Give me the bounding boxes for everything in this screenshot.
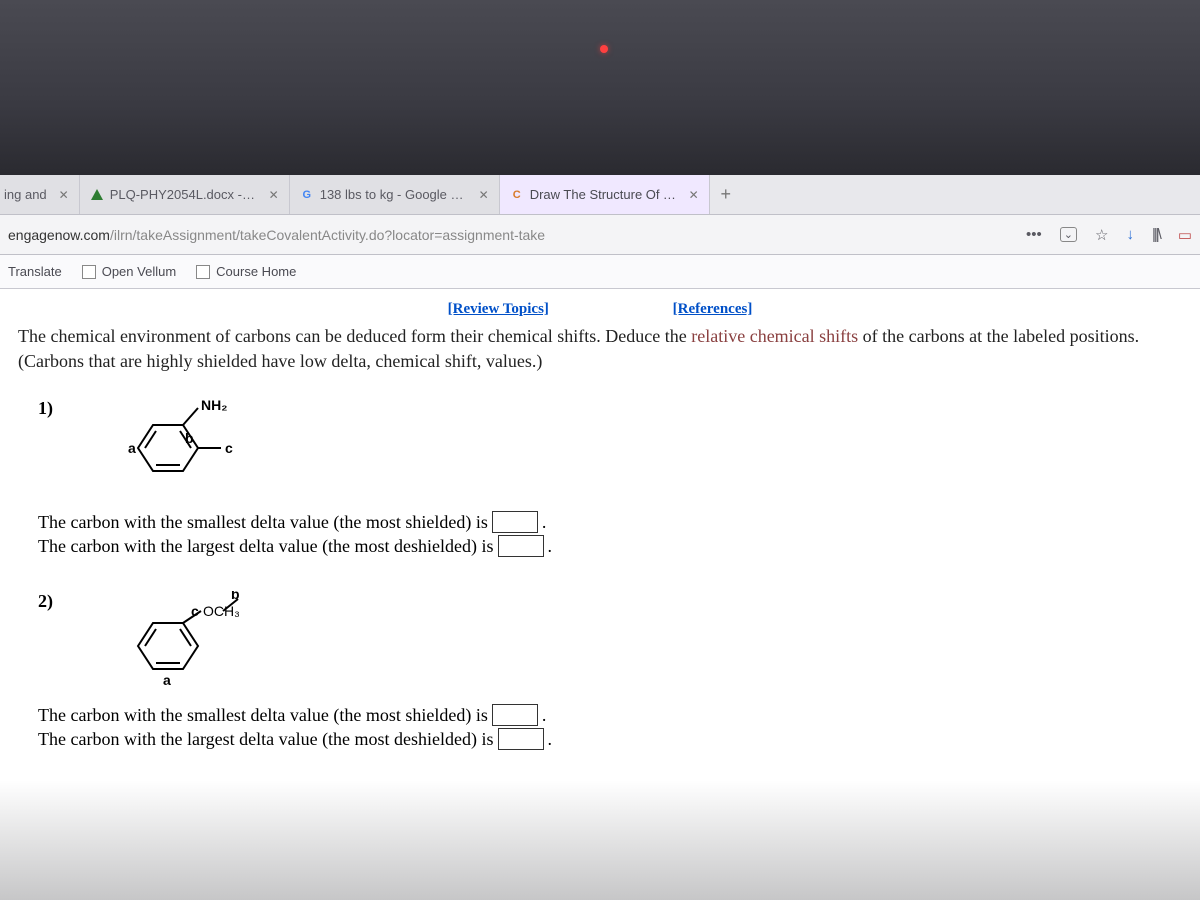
label-b: b (231, 591, 240, 602)
bookmark-label: Translate (8, 264, 62, 279)
page-content: [Review Topics] [References] The chemica… (0, 289, 1200, 909)
label-c: c (191, 603, 199, 619)
tab-label: ing and (4, 187, 47, 202)
downloads-icon[interactable]: ↓ (1126, 226, 1134, 243)
new-tab-button[interactable]: + (710, 175, 742, 214)
substituent: OCH₃ (203, 603, 240, 619)
structure-2: a b c OCH₃ (103, 591, 323, 686)
label-a: a (128, 440, 136, 456)
answer-input-smallest-2[interactable] (492, 704, 538, 726)
tab-4-active[interactable]: C Draw The Structure Of The C ✕ (500, 175, 710, 214)
tab-label: 138 lbs to kg - Google Searc (320, 187, 467, 202)
bookmark-translate[interactable]: Translate (8, 264, 62, 279)
answer-input-largest-2[interactable] (498, 728, 544, 750)
problem-2: 2) a b c OCH₃ (38, 591, 1182, 750)
camera-led (600, 45, 608, 53)
bookmark-label: Open Vellum (102, 264, 176, 279)
bookmark-star-icon[interactable]: ☆ (1095, 226, 1108, 244)
page-icon (82, 265, 96, 279)
pocket-icon[interactable]: ⌄ (1060, 227, 1077, 242)
references-link[interactable]: [References] (673, 301, 753, 317)
tab-strip: ing and ✕ PLQ-PHY2054L.docx - Googl ✕ G … (0, 175, 1200, 215)
tab-label: PLQ-PHY2054L.docx - Googl (110, 187, 257, 202)
url-display[interactable]: engagenow.com/ilrn/takeAssignment/takeCo… (8, 227, 1018, 243)
page-actions-icon[interactable]: ••• (1026, 226, 1042, 243)
close-icon[interactable]: ✕ (269, 188, 279, 202)
answer-line-largest: The carbon with the largest delta value … (38, 535, 1182, 557)
monitor-bezel (0, 0, 1200, 175)
url-host: engagenow.com (8, 227, 110, 243)
address-icons: ••• ⌄ ☆ ↓ |||\ ▭ (1026, 226, 1192, 244)
problem-number: 2) (38, 591, 53, 612)
review-topics-link[interactable]: [Review Topics] (448, 301, 549, 317)
answer-line-smallest: The carbon with the smallest delta value… (38, 511, 1182, 533)
tab-2[interactable]: PLQ-PHY2054L.docx - Googl ✕ (80, 175, 290, 214)
sidebar-icon[interactable]: ▭ (1178, 226, 1192, 244)
structure-1: a b c NH₂ (103, 398, 323, 493)
answer-input-smallest-1[interactable] (492, 511, 538, 533)
label-b: b (185, 430, 194, 446)
url-path: /ilrn/takeAssignment/takeCovalentActivit… (110, 227, 545, 243)
problem-1: 1) a b c NH₂ (38, 398, 1182, 557)
close-icon[interactable]: ✕ (479, 188, 489, 202)
docs-icon (90, 188, 104, 202)
bookmarks-toolbar: Translate Open Vellum Course Home (0, 255, 1200, 289)
problem-number: 1) (38, 398, 53, 419)
bookmark-course-home[interactable]: Course Home (196, 264, 296, 279)
label-c: c (225, 440, 233, 456)
answer-input-largest-1[interactable] (498, 535, 544, 557)
browser-window: ing and ✕ PLQ-PHY2054L.docx - Googl ✕ G … (0, 175, 1200, 909)
google-icon: G (300, 188, 314, 202)
tab-label: Draw The Structure Of The C (530, 187, 677, 202)
close-icon[interactable]: ✕ (59, 188, 69, 202)
close-icon[interactable]: ✕ (689, 188, 699, 202)
bookmark-label: Course Home (216, 264, 296, 279)
substituent: NH₂ (201, 398, 227, 413)
top-links: [Review Topics] [References] (18, 301, 1182, 318)
bookmark-open-vellum[interactable]: Open Vellum (82, 264, 176, 279)
library-icon[interactable]: |||\ (1152, 226, 1160, 243)
instructions-text: The chemical environment of carbons can … (18, 324, 1182, 374)
address-bar: engagenow.com/ilrn/takeAssignment/takeCo… (0, 215, 1200, 255)
page-icon (196, 265, 210, 279)
tab-1[interactable]: ing and ✕ (0, 175, 80, 214)
answer-line-largest: The carbon with the largest delta value … (38, 728, 1182, 750)
chegg-icon: C (510, 188, 524, 202)
tab-3[interactable]: G 138 lbs to kg - Google Searc ✕ (290, 175, 500, 214)
answer-line-smallest: The carbon with the smallest delta value… (38, 704, 1182, 726)
label-a: a (163, 672, 171, 688)
